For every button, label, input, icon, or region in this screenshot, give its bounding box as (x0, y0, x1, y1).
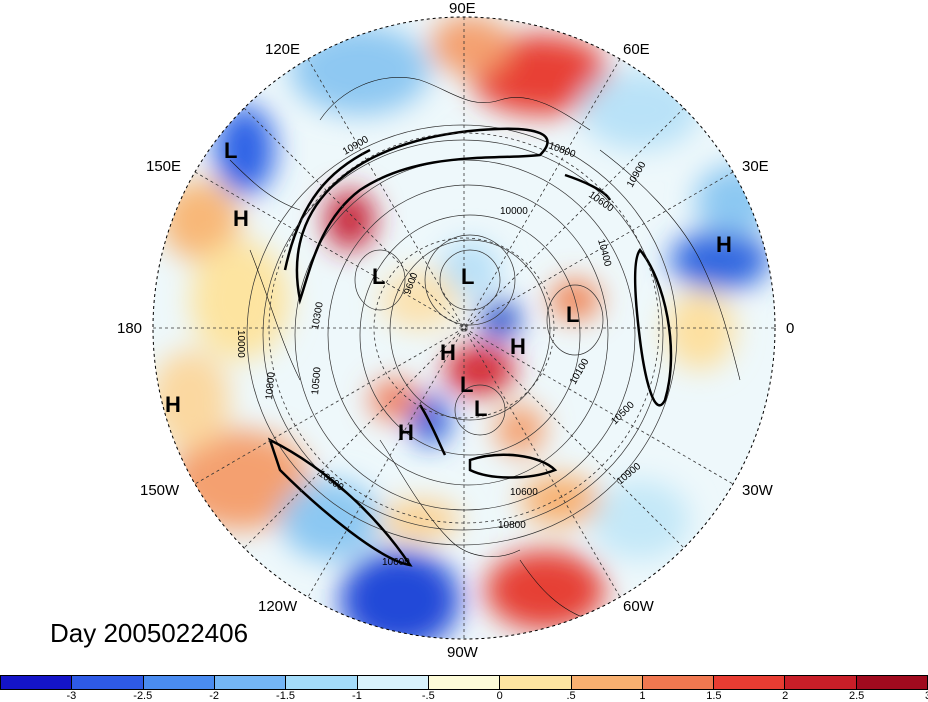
lon-label: 120W (258, 598, 298, 615)
lon-label: 30E (742, 158, 769, 175)
colorbar-tick-label: 3 (925, 690, 928, 702)
pressure-center-label: L (566, 302, 580, 327)
colorbar-swatch (714, 676, 786, 689)
lon-label: 60W (623, 598, 654, 615)
colorbar-swatch (357, 676, 429, 689)
colorbar-tick-label: -1.5 (276, 690, 296, 702)
pressure-center-label: H (510, 334, 526, 359)
figure-title: Day 2005022406 (50, 618, 249, 648)
colorbar-swatch (72, 676, 144, 689)
colorbar-swatch (500, 676, 572, 689)
colorbar-tick-label: .5 (566, 690, 576, 702)
colorbar-swatch (571, 676, 643, 689)
colorbar-swatch (214, 676, 287, 689)
pressure-center-label: L (460, 372, 474, 397)
colorbar-tick-label: -3 (66, 690, 77, 702)
lon-label: 180 (117, 320, 143, 337)
colorbar-tick-label: 1.5 (706, 690, 722, 702)
map-boundary (152, 16, 776, 640)
colorbar-swatch (286, 676, 358, 689)
colorbar-tick-label: -2 (209, 690, 220, 702)
colorbar-tick-label: 0 (496, 690, 503, 702)
contour-label: 10000 (235, 330, 246, 358)
colorbar-tick-label: -.5 (421, 690, 435, 702)
lon-label: 90W (447, 644, 478, 661)
lon-label: 120E (265, 41, 301, 58)
colorbar-swatch (1, 676, 73, 689)
colorbar-tick-label: 1 (639, 690, 646, 702)
contour-label: 10500 (310, 366, 323, 395)
contour-label: 10800 (498, 520, 526, 531)
pressure-center-label: L (461, 264, 475, 289)
colorbar-tick-label: -1 (352, 690, 362, 702)
colorbar-swatch (642, 676, 715, 689)
lon-label: 0 (786, 320, 795, 337)
colorbar-ticks: -3 -2.5 -2 -1.5 -1 -.5 0 .5 1 1.5 2 2.5 3 (0, 690, 928, 702)
pressure-center-label: L (224, 138, 238, 163)
pressure-center-label: H (165, 392, 181, 417)
pressure-center-label: H (398, 420, 414, 445)
pressure-center-label: H (233, 206, 249, 231)
colorbar-swatch (785, 676, 857, 689)
contour-label: 10600 (510, 487, 538, 498)
lon-label: 60E (623, 41, 650, 58)
pressure-center-label: H (440, 340, 456, 365)
graticule (153, 17, 775, 639)
lon-label: 150W (140, 482, 180, 499)
lon-label: 150E (146, 158, 182, 175)
colorbar-swatch (428, 676, 501, 689)
lon-label: 90E (449, 0, 476, 17)
contour-label: 10300 (310, 301, 326, 331)
pressure-center-label: H (716, 232, 732, 257)
colorbar-swatch (143, 676, 215, 689)
colorbar-tick-label: 2.5 (848, 690, 865, 702)
contour-label: 10000 (500, 206, 528, 217)
pressure-center-label: L (372, 264, 386, 289)
colorbar-swatch (856, 676, 928, 689)
pressure-center-label: L (474, 396, 488, 421)
lon-label: 30W (742, 482, 773, 499)
jet-contours (267, 127, 673, 567)
colorbar-tick-label: -2.5 (133, 690, 153, 702)
contour-label: 10600 (382, 557, 410, 568)
colorbar-tick-label: 2 (782, 690, 789, 702)
colorbar (0, 675, 928, 690)
contour-label: 10800 (264, 371, 277, 400)
geopotential-contours (246, 124, 678, 546)
